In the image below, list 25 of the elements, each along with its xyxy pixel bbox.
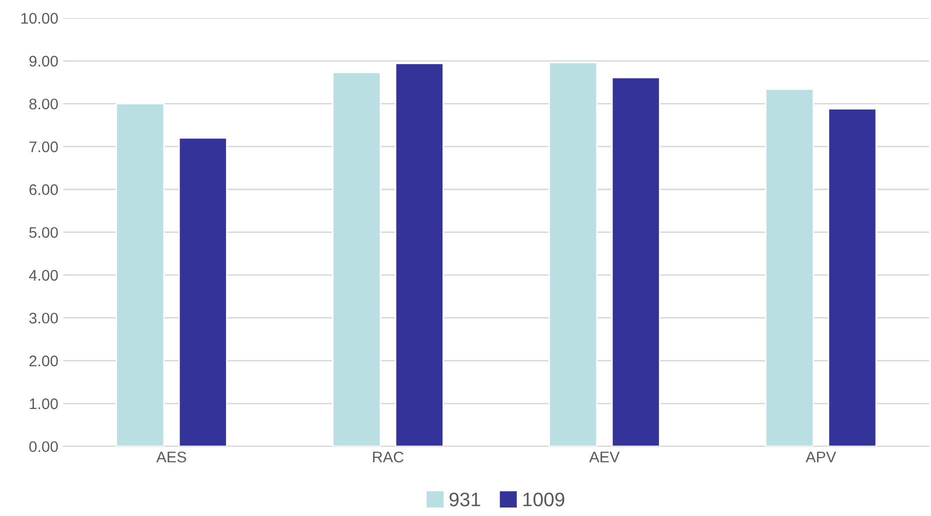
bar bbox=[611, 76, 660, 446]
y-tick-label: 6.00 bbox=[29, 184, 58, 196]
x-tick-label: AEV bbox=[589, 452, 620, 462]
y-tick-label: 2.00 bbox=[29, 356, 58, 366]
bar bbox=[765, 88, 814, 446]
y-tick-label: 4.00 bbox=[29, 270, 58, 281]
x-tick-label: AES bbox=[156, 452, 186, 462]
y-tick-label: 0.00 bbox=[29, 441, 58, 452]
bar bbox=[116, 103, 165, 446]
y-tick-label: 9.00 bbox=[29, 56, 58, 67]
bar bbox=[828, 108, 877, 446]
y-tick-label: 1.00 bbox=[30, 398, 58, 410]
x-tick-label: RAC bbox=[373, 452, 404, 462]
bar bbox=[178, 137, 228, 446]
legend-label: 1009 bbox=[523, 492, 564, 506]
legend-label: 931 bbox=[450, 492, 480, 506]
y-tick-label: 3.00 bbox=[29, 312, 58, 324]
x-tick-label: APV bbox=[806, 452, 836, 462]
bar bbox=[548, 62, 598, 446]
y-tick-label: 7.00 bbox=[30, 141, 58, 152]
bar bbox=[332, 72, 382, 446]
bar bbox=[394, 62, 444, 446]
y-tick-label: 8.00 bbox=[29, 98, 58, 110]
y-tick-label: 10.00 bbox=[21, 12, 58, 24]
y-tick-label: 5.00 bbox=[29, 227, 58, 238]
